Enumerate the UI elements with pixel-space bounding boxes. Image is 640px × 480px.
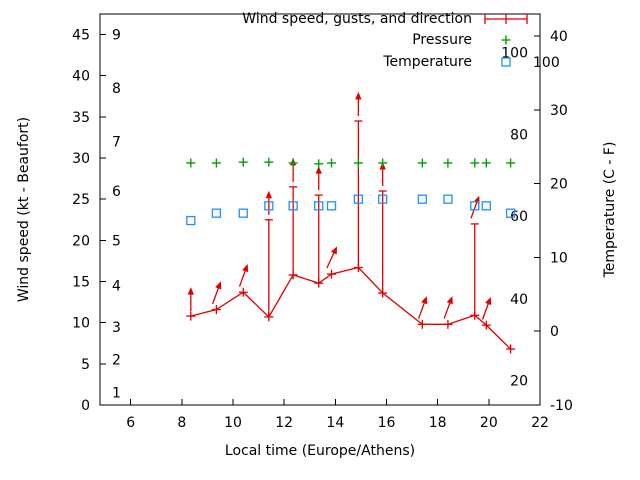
x-tick-label: 22 <box>531 415 549 431</box>
y-tick-label-fahrenheit: 80 <box>510 127 528 143</box>
y-tick-label-c: 0 <box>550 324 559 340</box>
y-axis-title-left: Wind speed (kt - Beaufort) <box>16 117 32 302</box>
wind-direction-arrow <box>212 281 222 305</box>
legend-label-pressure: Pressure <box>412 32 472 48</box>
temperature-marker <box>443 194 453 204</box>
temperature-marker <box>186 215 196 226</box>
y-tick-label-beaufort: 1 <box>112 386 121 402</box>
y-tick-label-beaufort: 3 <box>112 320 121 336</box>
y-tick-label-kt: 40 <box>72 69 90 85</box>
temperature-marker <box>417 194 427 204</box>
y-tick-label-kt: 5 <box>81 357 90 373</box>
wind-direction-arrow <box>417 296 428 319</box>
y-tick-label-c: 20 <box>550 177 568 193</box>
temperature-marker <box>326 201 337 211</box>
temperature-marker <box>264 201 274 211</box>
y-tick-label-fahrenheit: 40 <box>510 292 528 308</box>
wind-speed-line <box>190 266 512 350</box>
x-tick-label: 18 <box>429 415 447 431</box>
temperature-marker <box>470 201 480 211</box>
y-tick-label-c: 10 <box>550 250 568 266</box>
y-tick-label-kt: 30 <box>72 151 90 167</box>
wind-direction-arrow <box>481 296 492 320</box>
temperature-marker <box>378 194 388 204</box>
x-tick-label: 10 <box>224 415 242 431</box>
y-tick-label-kt: 0 <box>81 398 90 414</box>
wind-direction-arrow <box>265 190 273 215</box>
y-axis-title-right: Temperature (C - F) <box>602 142 618 279</box>
y-tick-label-beaufort: 7 <box>112 135 121 151</box>
y-tick-label-kt: 35 <box>72 110 90 126</box>
y-tick-label-c: 40 <box>550 29 568 45</box>
legend-label-temperature: Temperature <box>382 54 472 70</box>
wind-direction-arrow <box>187 287 195 312</box>
temperature-marker <box>211 208 222 218</box>
wind-direction-arrow <box>315 166 322 191</box>
y-tick-label-c: -10 <box>550 398 573 414</box>
y-tick-label-beaufort: 4 <box>112 279 121 295</box>
temperature-marker <box>288 201 298 211</box>
legend-temperature-extra: 100 <box>533 55 560 71</box>
temperature-marker <box>481 201 491 211</box>
x-tick-label: 16 <box>378 415 396 431</box>
y-tick-label-kt: 45 <box>72 28 90 44</box>
wind-direction-arrow <box>443 296 453 319</box>
y-tick-label-c: 30 <box>550 103 568 119</box>
temperature-marker <box>353 194 364 204</box>
y-tick-label-kt: 15 <box>72 275 90 291</box>
x-tick-label: 20 <box>480 415 498 431</box>
y-tick-label-kt: 10 <box>72 316 90 332</box>
y-tick-label-beaufort: 8 <box>112 81 121 97</box>
x-tick-label: 6 <box>126 415 135 431</box>
wind-direction-arrow <box>355 92 362 117</box>
wind-direction-arrow <box>326 246 338 269</box>
y-tick-label-beaufort: 2 <box>112 353 121 369</box>
y-tick-label-kt: 20 <box>72 233 90 249</box>
x-tick-label: 12 <box>275 415 293 431</box>
y-tick-label-fahrenheit: 20 <box>510 374 528 390</box>
plot-frame <box>99 13 541 406</box>
y-tick-label-beaufort: 5 <box>112 233 121 249</box>
y-tick-label-beaufort: 6 <box>112 184 121 200</box>
x-axis-title: Local time (Europe/Athens) <box>225 443 415 459</box>
y-tick-label-kt: 25 <box>72 192 90 208</box>
temperature-marker <box>505 208 516 218</box>
y-tick-label-fahrenheit: 100 <box>501 45 528 61</box>
legend-temperature-marker <box>501 57 511 67</box>
x-tick-label: 14 <box>326 415 344 431</box>
y-tick-label-beaufort: 9 <box>112 28 121 44</box>
temperature-marker <box>314 201 324 211</box>
x-tick-label: 8 <box>177 415 186 431</box>
legend-label-wind: Wind speed, gusts, and direction <box>242 11 472 27</box>
temperature-marker <box>238 208 248 218</box>
wind-direction-arrow <box>238 264 249 287</box>
